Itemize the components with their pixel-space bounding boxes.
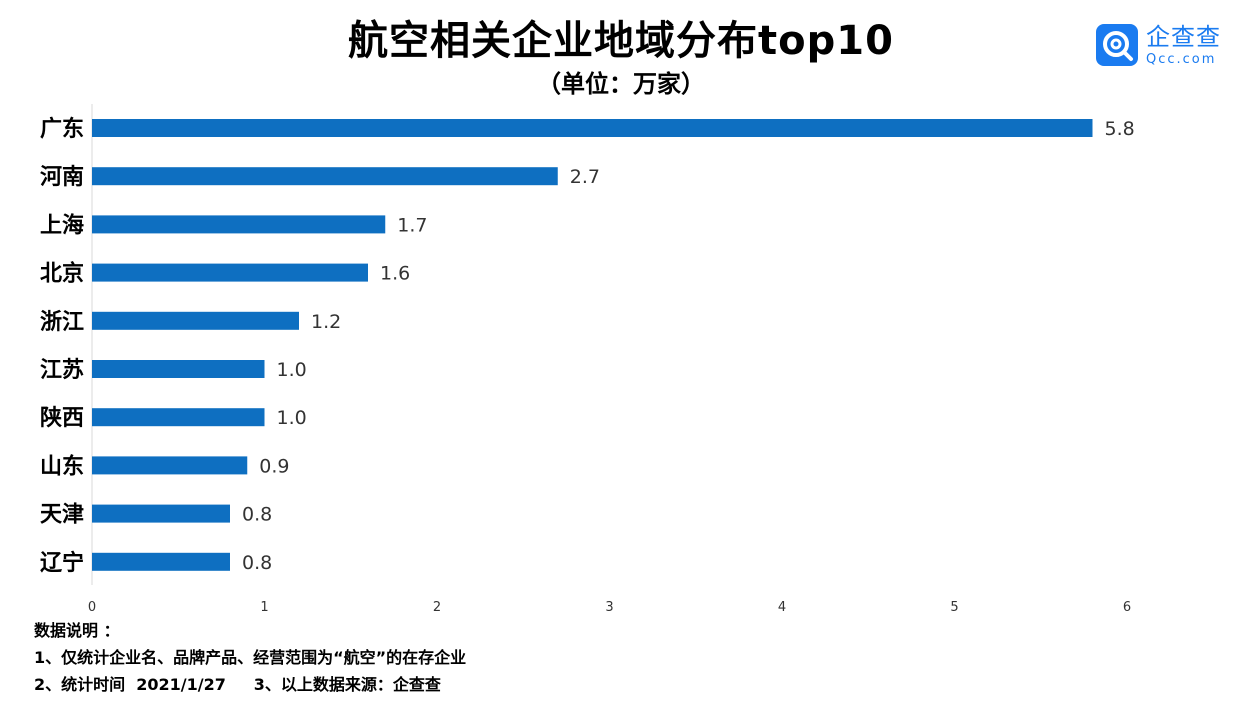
notes-line-2: 2、统计时间 2021/1/27 3、以上数据来源：企查查 [34, 675, 441, 694]
data-label: 0.8 [242, 552, 272, 574]
category-label: 河南 [40, 165, 84, 190]
data-label: 1.6 [380, 263, 410, 285]
bar [92, 215, 386, 234]
notes-line-1: 1、仅统计企业名、品牌产品、经营范围为“航空”的在存企业 [34, 648, 467, 667]
brand-logo: 企查查 Qcc.com [1096, 23, 1236, 68]
category-label: 辽宁 [40, 550, 84, 576]
x-tick-label: 5 [950, 600, 958, 615]
bar [92, 408, 265, 427]
category-label: 山东 [40, 453, 84, 479]
category-label: 天津 [40, 502, 84, 528]
data-label: 0.8 [242, 504, 272, 526]
bar [92, 360, 265, 378]
data-label: 5.8 [1105, 118, 1135, 140]
x-tick-label: 1 [260, 600, 268, 615]
category-label: 浙江 [40, 310, 84, 335]
x-tick-label: 3 [605, 600, 613, 615]
data-label: 0.9 [259, 455, 289, 477]
notes-heading: 数据说明 ： [34, 621, 120, 640]
category-label: 江苏 [40, 357, 84, 383]
bar [92, 119, 1093, 137]
category-label: 上海 [40, 212, 84, 238]
x-tick-label: 2 [433, 600, 441, 615]
qcc-logo-icon [1096, 24, 1138, 66]
bar [92, 552, 230, 571]
data-label: 1.0 [277, 407, 307, 429]
data-label: 2.7 [570, 166, 600, 188]
x-tick-label: 0 [88, 600, 96, 615]
logo-domain: Qcc.com [1146, 52, 1217, 67]
category-label: 北京 [40, 261, 84, 287]
chart-subtitle: （单位：万家） [537, 70, 705, 98]
data-label: 1.7 [397, 214, 427, 236]
category-label: 陕西 [40, 406, 84, 431]
bar [92, 504, 230, 523]
bar [92, 167, 558, 186]
bar [92, 263, 368, 282]
logo-name: 企查查 [1146, 23, 1221, 51]
x-tick-label: 6 [1123, 600, 1131, 615]
category-label: 广东 [40, 116, 84, 142]
bar [92, 311, 299, 330]
bar [92, 456, 248, 475]
data-label: 1.2 [311, 311, 341, 333]
x-tick-label: 4 [778, 600, 786, 615]
data-label: 1.0 [277, 359, 307, 381]
chart-title: 航空相关企业地域分布top10 [348, 18, 894, 64]
